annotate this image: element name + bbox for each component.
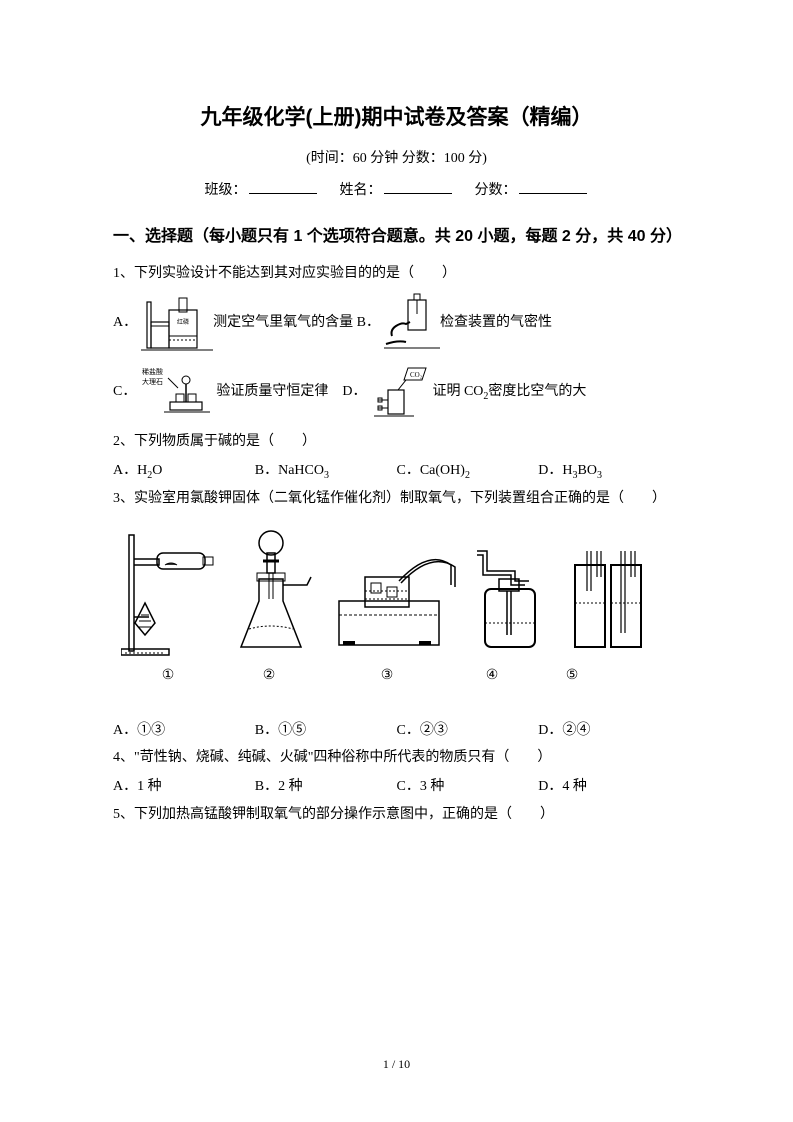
q3-c: C．②③: [397, 718, 539, 745]
q4-b: B．2 种: [255, 774, 397, 801]
q1-d-label: D．: [342, 379, 366, 406]
q4-c: C．3 种: [397, 774, 539, 801]
class-blank: [249, 180, 317, 194]
q1-stem: 1、下列实验设计不能达到其对应实验目的的是（ ）: [113, 260, 680, 288]
q3-l1: ①: [121, 663, 215, 690]
q1-row-cd: C． 稀盐酸 大理石 验证质量守恒定律 D． CO₂ 证明 CO: [113, 364, 680, 420]
q2-b: B．NaHCO3: [255, 458, 397, 485]
class-label: 班级：: [205, 183, 247, 198]
q4-stem: 4、"苛性钠、烧碱、纯碱、火碱"四种俗称中所代表的物质只有（ ）: [113, 744, 680, 772]
q1-d-diagram: CO₂: [370, 364, 432, 420]
apparatus-3: [331, 547, 461, 657]
q4-a: A．1 种: [113, 774, 255, 801]
q3-l2: ②: [215, 663, 323, 690]
q1-b-diagram: [384, 292, 440, 354]
apparatus-2: [223, 527, 323, 657]
exam-title: 九年级化学(上册)期中试卷及答案（精编）: [113, 98, 680, 138]
svg-text:CO₂: CO₂: [410, 371, 423, 379]
q1-b-text: 检查装置的气密性: [440, 310, 552, 337]
q1-c-label: C．: [113, 379, 136, 406]
svg-text:稀盐酸: 稀盐酸: [142, 367, 163, 376]
q1-a-text: 测定空气里氧气的含量: [213, 310, 353, 337]
q1-a-diagram: 红磷: [141, 292, 213, 354]
q3-b: B．①⑤: [255, 718, 397, 745]
q2-a: A．H2O: [113, 458, 255, 485]
q3-l3: ③: [323, 663, 451, 690]
section-1-header: 一、选择题（每小题只有 1 个选项符合题意。共 20 小题，每题 2 分，共 4…: [113, 219, 680, 254]
q1-row-ab: A． 红磷 测定空气里氧气的含量 B． 检查装置的气密性: [113, 292, 680, 354]
score-label: 分数：: [475, 183, 517, 198]
q2-options: A．H2O B．NaHCO3 C．Ca(OH)2 D．H3BO3: [113, 458, 680, 485]
q3-a: A．①③: [113, 718, 255, 745]
q1-b-label: B．: [357, 310, 380, 337]
q2-stem: 2、下列物质属于碱的是（ ）: [113, 428, 680, 456]
q3-l5: ⑤: [533, 663, 611, 690]
q2-c: C．Ca(OH)2: [397, 458, 539, 485]
q3-labels: ① ② ③ ④ ⑤: [121, 663, 680, 690]
name-blank: [384, 180, 452, 194]
q3-d: D．②④: [538, 718, 680, 745]
q2-d: D．H3BO3: [538, 458, 680, 485]
q4-d: D．4 种: [538, 774, 680, 801]
q1-c-text: 验证质量守恒定律: [216, 379, 328, 406]
q1-a-label: A．: [113, 310, 137, 337]
svg-text:红磷: 红磷: [177, 318, 189, 326]
name-label: 姓名：: [340, 183, 382, 198]
q1-c-diagram: 稀盐酸 大理石: [140, 364, 216, 420]
q1-d-text: 证明 CO2密度比空气的大: [432, 379, 586, 406]
apparatus-5: [567, 547, 645, 657]
page-number: 1 / 10: [0, 1053, 793, 1076]
info-line: 班级： 姓名： 分数：: [113, 178, 680, 205]
q4-options: A．1 种 B．2 种 C．3 种 D．4 种: [113, 774, 680, 801]
q3-options: A．①③ B．①⑤ C．②③ D．②④: [113, 718, 680, 745]
svg-text:大理石: 大理石: [142, 377, 163, 386]
apparatus-4: [469, 547, 559, 657]
q3-apparatus: [121, 527, 680, 657]
q3-l4: ④: [451, 663, 533, 690]
exam-subtitle: (时间：60 分钟 分数：100 分): [113, 146, 680, 173]
q5-stem: 5、下列加热高锰酸钾制取氧气的部分操作示意图中，正确的是（ ）: [113, 801, 680, 829]
apparatus-1: [121, 527, 215, 657]
score-blank: [519, 180, 587, 194]
q3-stem: 3、实验室用氯酸钾固体（二氧化锰作催化剂）制取氧气，下列装置组合正确的是（ ）: [113, 485, 680, 513]
